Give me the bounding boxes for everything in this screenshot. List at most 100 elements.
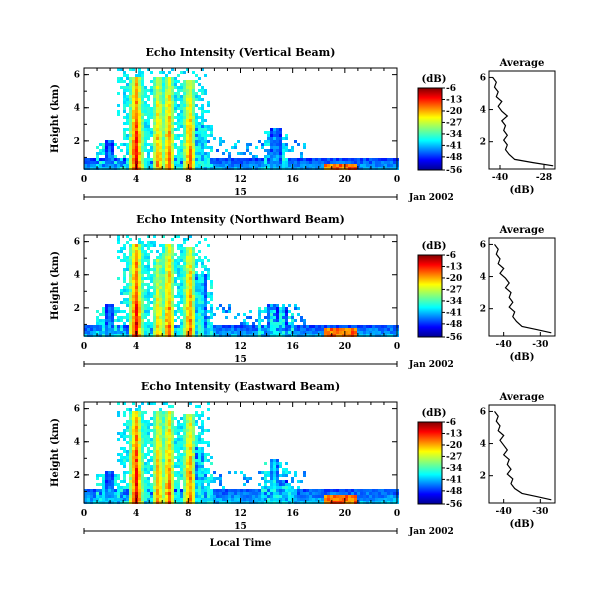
heatmap-cell xyxy=(162,280,165,283)
heatmap-cell xyxy=(159,137,162,140)
heatmap-cell xyxy=(147,241,150,244)
heatmap-cell xyxy=(381,161,384,164)
heatmap-cell xyxy=(165,444,168,447)
heatmap-cell xyxy=(264,462,267,465)
heatmap-cell xyxy=(270,140,273,143)
heatmap-cell xyxy=(285,328,288,331)
heatmap-cell xyxy=(129,89,132,92)
heatmap-cell xyxy=(162,274,165,277)
heatmap-cell xyxy=(285,474,288,477)
heatmap-cell xyxy=(207,328,210,331)
heatmap-cell xyxy=(96,164,99,167)
heatmap-cell xyxy=(291,480,294,483)
heatmap-cell xyxy=(138,241,141,244)
heatmap-cell xyxy=(369,164,372,167)
heatmap-cell xyxy=(93,489,96,492)
heatmap-cell xyxy=(171,447,174,450)
heatmap-cell xyxy=(198,405,201,408)
heatmap-cell xyxy=(198,468,201,471)
heatmap-cell xyxy=(387,492,390,495)
heatmap-cell xyxy=(267,492,270,495)
heatmap-cell xyxy=(183,492,186,495)
heatmap-cell xyxy=(186,101,189,104)
heatmap-cell xyxy=(201,271,204,274)
heatmap-cell xyxy=(285,143,288,146)
heatmap-cell xyxy=(192,107,195,110)
heatmap-cell xyxy=(150,444,153,447)
heatmap-cell xyxy=(189,104,192,107)
heatmap-cell xyxy=(132,486,135,489)
heatmap-cell xyxy=(210,313,213,316)
heatmap-cell xyxy=(129,128,132,131)
heatmap-cell xyxy=(180,462,183,465)
heatmap-cell xyxy=(210,164,213,167)
heatmap-cell xyxy=(138,405,141,408)
heatmap-cell xyxy=(171,325,174,328)
heatmap-cell xyxy=(123,89,126,92)
heatmap-cell xyxy=(168,98,171,101)
heatmap-cell xyxy=(276,143,279,146)
heatmap-cell xyxy=(90,495,93,498)
heatmap-cell xyxy=(99,322,102,325)
heatmap-cell xyxy=(186,486,189,489)
heatmap-cell xyxy=(156,280,159,283)
heatmap-cell xyxy=(183,164,186,167)
heatmap-cell xyxy=(288,322,291,325)
heatmap-cell xyxy=(120,301,123,304)
heatmap-cell xyxy=(393,498,396,501)
heatmap-cell xyxy=(282,143,285,146)
heatmap-cell xyxy=(174,134,177,137)
heatmap-cell xyxy=(276,468,279,471)
heatmap-cell xyxy=(228,155,231,158)
heatmap-cell xyxy=(99,158,102,161)
heatmap-cell xyxy=(201,462,204,465)
heatmap-cell xyxy=(126,435,129,438)
heatmap-cell xyxy=(192,259,195,262)
heatmap-cell xyxy=(267,328,270,331)
heatmap-cell xyxy=(180,301,183,304)
heatmap-cell xyxy=(150,274,153,277)
heatmap-cell xyxy=(180,107,183,110)
heatmap-cell xyxy=(156,328,159,331)
heatmap-cell xyxy=(210,492,213,495)
heatmap-cell xyxy=(186,289,189,292)
heatmap-cell xyxy=(129,131,132,134)
heatmap-cell xyxy=(291,161,294,164)
heatmap-cell xyxy=(186,432,189,435)
heatmap-cell xyxy=(132,128,135,131)
heatmap-cell xyxy=(132,256,135,259)
heatmap-cell xyxy=(111,319,114,322)
heatmap-cell xyxy=(90,489,93,492)
heatmap-cell xyxy=(195,143,198,146)
heatmap-cell xyxy=(222,164,225,167)
heatmap-cell xyxy=(198,495,201,498)
heatmap-cell xyxy=(204,319,207,322)
heatmap-cell xyxy=(291,495,294,498)
heatmap-cell xyxy=(351,158,354,161)
heatmap-cell xyxy=(312,158,315,161)
heatmap-cell xyxy=(357,331,360,334)
heatmap-cell xyxy=(183,307,186,310)
heatmap-cell xyxy=(138,325,141,328)
heatmap-cell xyxy=(162,98,165,101)
heatmap-cell xyxy=(255,161,258,164)
heatmap-cell xyxy=(138,444,141,447)
heatmap-cell xyxy=(228,489,231,492)
heatmap-cell xyxy=(165,161,168,164)
heatmap-cell xyxy=(276,310,279,313)
heatmap-cell xyxy=(282,158,285,161)
heatmap-cell xyxy=(222,489,225,492)
heatmap-cell xyxy=(159,426,162,429)
heatmap-cell xyxy=(156,495,159,498)
x-tick-label: 4 xyxy=(133,509,139,519)
heatmap-cell xyxy=(165,483,168,486)
heatmap-cell xyxy=(216,331,219,334)
heatmap-cell xyxy=(168,265,171,268)
colorbar xyxy=(417,87,443,171)
heatmap-cell xyxy=(126,89,129,92)
heatmap-cell xyxy=(144,89,147,92)
heatmap-cell xyxy=(195,489,198,492)
panel-title: Echo Intensity (Northward Beam) xyxy=(136,213,345,226)
heatmap-cell xyxy=(282,483,285,486)
heatmap-cell xyxy=(324,498,327,501)
